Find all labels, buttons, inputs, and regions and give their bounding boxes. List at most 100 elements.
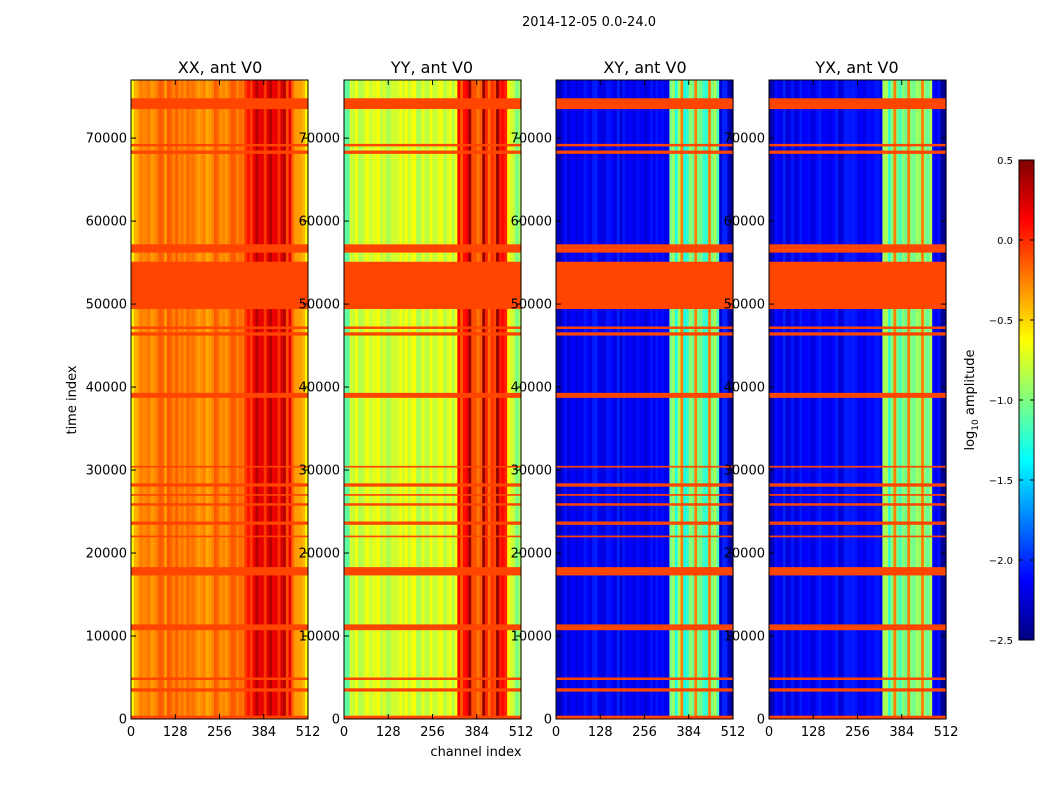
heatmap-column bbox=[780, 80, 784, 719]
heatmap-column bbox=[616, 80, 621, 719]
flagged-row bbox=[556, 244, 733, 253]
heatmap-column bbox=[799, 80, 803, 719]
heatmap-column bbox=[374, 80, 378, 719]
heatmap-column bbox=[832, 80, 836, 719]
heatmap-column bbox=[597, 80, 601, 719]
x-ticks-yy: 0 128 256 384 512 bbox=[340, 80, 533, 740]
heatmap-column bbox=[871, 80, 875, 719]
heatmap-column bbox=[473, 80, 478, 719]
x-tick-label: 384 bbox=[251, 725, 276, 740]
heatmap-column bbox=[638, 80, 643, 719]
heatmap-column bbox=[153, 80, 157, 719]
y-tick-label: 70000 bbox=[511, 132, 552, 147]
y-tick-label: 0 bbox=[757, 713, 765, 728]
heatmap-column bbox=[785, 80, 789, 719]
y-axis-label: time index bbox=[65, 365, 80, 434]
y-tick-label: 50000 bbox=[511, 298, 552, 313]
heatmap-column bbox=[863, 80, 867, 719]
flagged-row bbox=[131, 261, 308, 310]
heatmap-column bbox=[227, 80, 232, 719]
heatmap-column bbox=[247, 80, 251, 719]
flagged-row bbox=[344, 332, 521, 336]
heatmap-column bbox=[294, 80, 298, 719]
colorbar-tick-label: −0.5 bbox=[989, 316, 1013, 327]
heatmap-column bbox=[827, 80, 831, 719]
heatmap-column bbox=[388, 80, 392, 719]
flagged-row bbox=[556, 392, 733, 398]
heatmap-column bbox=[493, 80, 497, 719]
heatmap-column bbox=[363, 80, 367, 719]
flagged-row bbox=[131, 567, 308, 576]
y-tick-label: 70000 bbox=[299, 132, 340, 147]
heatmap-column bbox=[824, 80, 828, 719]
heatmap-column bbox=[887, 80, 892, 719]
heatmap-column bbox=[644, 80, 648, 719]
heatmap-column bbox=[641, 80, 646, 719]
heatmap-column bbox=[180, 80, 185, 719]
y-tick-label: 20000 bbox=[299, 547, 340, 562]
heatmap-column bbox=[205, 80, 210, 719]
y-tick-label: 50000 bbox=[299, 298, 340, 313]
heatmap-column bbox=[943, 80, 947, 719]
heatmap-column bbox=[131, 80, 135, 719]
flagged-row bbox=[344, 688, 521, 692]
heatmap-column bbox=[263, 80, 268, 719]
heatmap-column bbox=[807, 80, 812, 719]
heatmap-column bbox=[816, 80, 820, 719]
y-tick-label: 30000 bbox=[299, 464, 340, 479]
heatmap-column bbox=[385, 80, 389, 719]
heatmap-column bbox=[186, 80, 190, 719]
flagged-row bbox=[131, 392, 308, 398]
heatmap-column bbox=[368, 80, 373, 719]
heatmap-column bbox=[556, 80, 560, 719]
heatmap-column bbox=[804, 80, 809, 719]
heatmap-yx bbox=[769, 80, 947, 719]
heatmap-column bbox=[669, 80, 673, 719]
heatmap-column bbox=[238, 80, 243, 719]
heatmap-column bbox=[404, 80, 409, 719]
x-tick-label: 256 bbox=[845, 725, 870, 740]
heatmap-column bbox=[591, 80, 596, 719]
heatmap-column bbox=[702, 80, 706, 719]
heatmap-column bbox=[860, 80, 864, 719]
y-tick-label: 0 bbox=[119, 713, 127, 728]
heatmap-column bbox=[918, 80, 922, 719]
heatmap-column bbox=[564, 80, 568, 719]
flagged-row bbox=[344, 150, 521, 154]
heatmap-column bbox=[572, 80, 576, 719]
flagged-row bbox=[769, 688, 946, 692]
heatmap-column bbox=[155, 80, 160, 719]
flagged-row bbox=[344, 535, 521, 538]
heatmap-column bbox=[236, 80, 240, 719]
heatmap-column bbox=[896, 80, 900, 719]
x-tick-label: 128 bbox=[588, 725, 613, 740]
heatmap-column bbox=[443, 80, 447, 719]
flagged-row bbox=[556, 143, 733, 147]
heatmap-column bbox=[898, 80, 903, 719]
heatmap-column bbox=[255, 80, 259, 719]
flagged-row bbox=[556, 494, 733, 496]
heatmap-column bbox=[164, 80, 168, 719]
heatmap-column bbox=[932, 80, 936, 719]
heatmap-column bbox=[699, 80, 704, 719]
flagged-row bbox=[556, 567, 733, 576]
flagged-row bbox=[131, 624, 308, 631]
heatmap-column bbox=[139, 80, 143, 719]
flagged-row bbox=[769, 567, 946, 576]
heatmap-column bbox=[222, 80, 226, 719]
flagged-row bbox=[131, 98, 308, 110]
flagged-row bbox=[131, 326, 308, 329]
flagged-row bbox=[556, 332, 733, 336]
heatmap-column bbox=[625, 80, 629, 719]
heatmap-column bbox=[241, 80, 245, 719]
heatmap-column bbox=[719, 80, 723, 719]
heatmap-column bbox=[183, 80, 187, 719]
flagged-row bbox=[556, 535, 733, 538]
heatmap-column bbox=[507, 80, 511, 719]
heatmap-column bbox=[791, 80, 795, 719]
heatmap-column bbox=[274, 80, 279, 719]
flagged-row bbox=[769, 98, 946, 110]
flagged-row bbox=[556, 326, 733, 329]
flagged-row bbox=[556, 465, 733, 468]
heatmap-column bbox=[708, 80, 712, 719]
